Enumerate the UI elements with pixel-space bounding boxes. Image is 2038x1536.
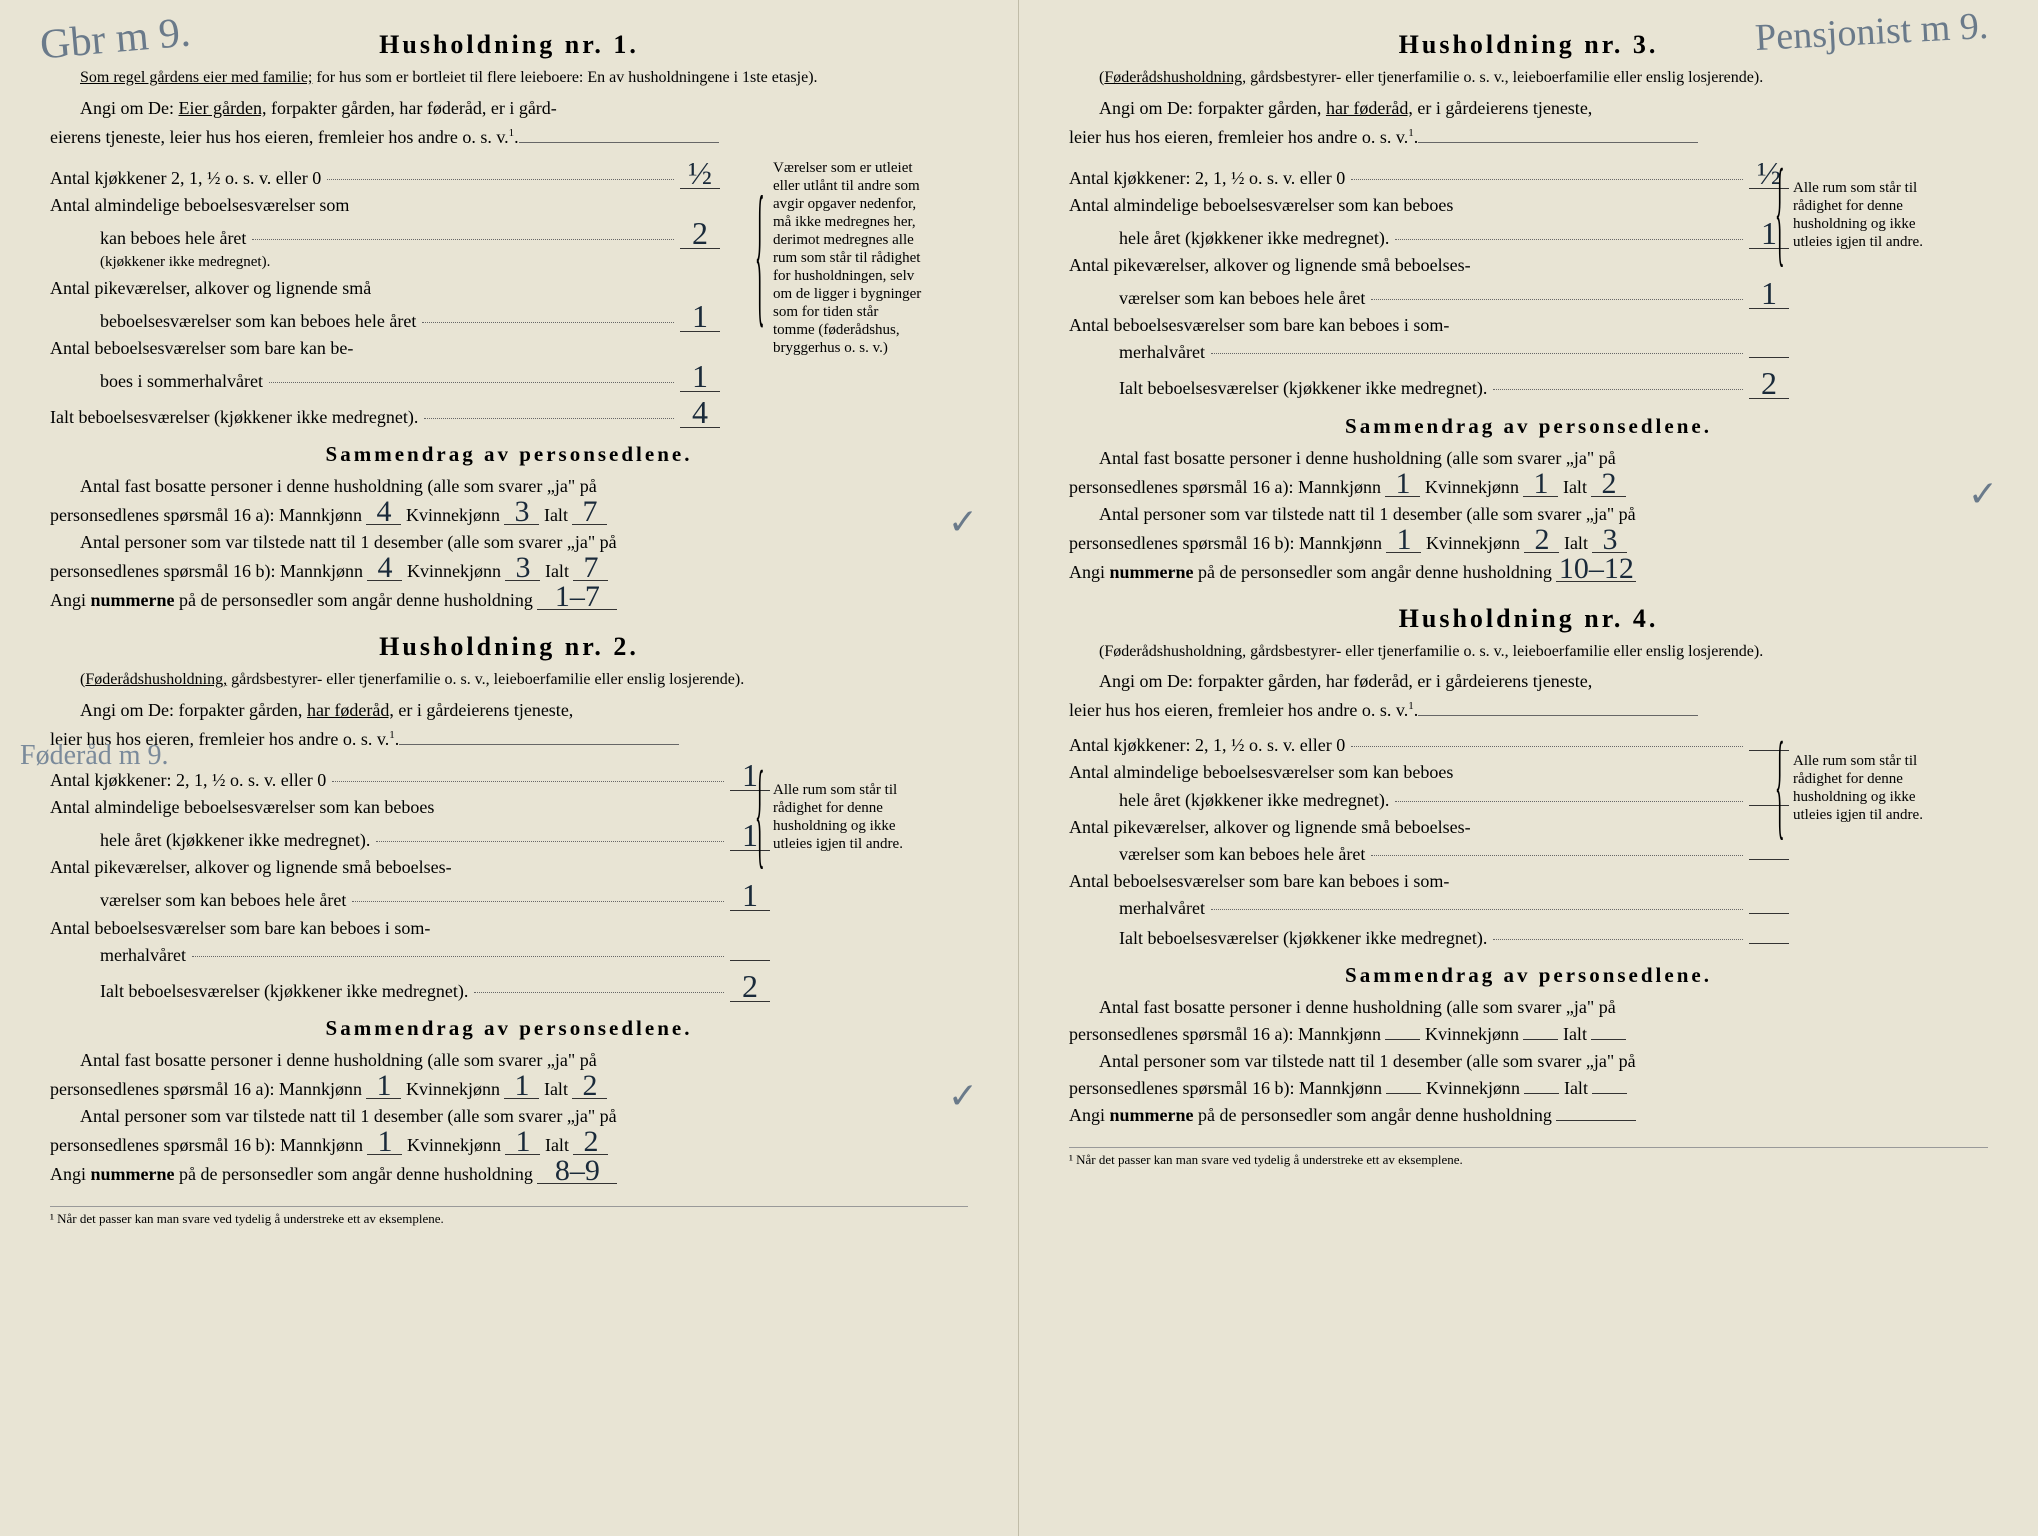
h2-s2a: Antal personer som var tilstede natt til… xyxy=(50,1103,968,1130)
h1-sidenote: { Værelser som er utleiet eller utlånt t… xyxy=(773,159,923,357)
h1-s2b: personsedlenes spørsmål 16 b): Mannkjønn… xyxy=(50,556,968,585)
h1-rows: Antal kjøkkener 2, 1, ½ o. s. v. eller 0… xyxy=(50,159,720,431)
household-4: Husholdning nr. 4. (Føderådshusholdning,… xyxy=(1069,604,1988,1130)
h3-s2b: personsedlenes spørsmål 16 b): Mannkjønn… xyxy=(1069,528,1988,557)
h4-summary-title: Sammendrag av personsedlene. xyxy=(1069,963,1988,988)
h1-s2a: Antal personer som var tilstede natt til… xyxy=(50,529,968,556)
h2-s2b: personsedlenes spørsmål 16 b): Mannkjønn… xyxy=(50,1130,968,1159)
household-3: Husholdning nr. 3. (Føderådshusholdning,… xyxy=(1069,30,1988,586)
h1-angi: Angi om De: Eier gården, forpakter gårde… xyxy=(50,95,968,122)
h3-angi2: leier hus hos eieren, fremleier hos andr… xyxy=(1069,124,1988,151)
h4-angi2: leier hus hos eieren, fremleier hos andr… xyxy=(1069,697,1988,724)
h1-s3: Angi nummerne på de personsedler som ang… xyxy=(50,585,968,614)
h2-title: Husholdning nr. 2. xyxy=(50,632,968,662)
h3-s1a: Antal fast bosatte personer i denne hush… xyxy=(1069,445,1988,472)
h2-angi1: Angi om De: forpakter gården, har føderå… xyxy=(50,697,968,724)
h2-s1a: Antal fast bosatte personer i denne hush… xyxy=(50,1047,968,1074)
h2-s1b: personsedlenes spørsmål 16 a): Mannkjønn… xyxy=(50,1074,968,1103)
h3-s1b: personsedlenes spørsmål 16 a): Mannkjønn… xyxy=(1069,472,1988,501)
left-page: Gbr m 9. Husholdning nr. 1. Som regel gå… xyxy=(0,0,1019,1536)
h2-angi2: leier hus hos eieren, fremleier hos andr… xyxy=(50,726,968,753)
h1-s1a: Antal fast bosatte personer i denne hush… xyxy=(50,473,968,500)
h4-s1a: Antal fast bosatte personer i denne hush… xyxy=(1069,994,1988,1021)
h2-summary-title: Sammendrag av personsedlene. xyxy=(50,1016,968,1041)
right-page: Pensjonist m 9. Husholdning nr. 3. (Føde… xyxy=(1019,0,2038,1536)
h3-sidenote: { Alle rum som står til rådighet for den… xyxy=(1793,179,1943,251)
h1-s1b: personsedlenes spørsmål 16 a): Mannkjønn… xyxy=(50,500,968,529)
h3-rows: Antal kjøkkener: 2, 1, ½ o. s. v. eller … xyxy=(1069,159,1789,402)
h3-angi1: Angi om De: forpakter gården, har føderå… xyxy=(1069,95,1988,122)
h2-s3: Angi nummerne på de personsedler som ang… xyxy=(50,1159,968,1188)
h4-title: Husholdning nr. 4. xyxy=(1069,604,1988,634)
h3-summary-title: Sammendrag av personsedlene. xyxy=(1069,414,1988,439)
household-1: Husholdning nr. 1. Som regel gårdens eie… xyxy=(50,30,968,614)
h3-s2a: Antal personer som var tilstede natt til… xyxy=(1069,501,1988,528)
h4-s2a: Antal personer som var tilstede natt til… xyxy=(1069,1048,1988,1075)
h1-angi2: eierens tjeneste, leier hus hos eieren, … xyxy=(50,124,968,151)
household-2: Husholdning nr. 2. (Føderådshusholdning,… xyxy=(50,632,968,1188)
h3-s3: Angi nummerne på de personsedler som ang… xyxy=(1069,557,1988,586)
h1-summary-title: Sammendrag av personsedlene. xyxy=(50,442,968,467)
h4-angi1: Angi om De: forpakter gården, har føderå… xyxy=(1069,668,1988,695)
h1-sub: Som regel gårdens eier med familie; for … xyxy=(50,68,968,89)
h3-sub: (Føderådshusholdning, gårdsbestyrer- ell… xyxy=(1069,68,1988,89)
h4-s3: Angi nummerne på de personsedler som ang… xyxy=(1069,1102,1988,1129)
h2-sub: (Føderådshusholdning, gårdsbestyrer- ell… xyxy=(50,670,968,691)
h2-rows: Antal kjøkkener: 2, 1, ½ o. s. v. eller … xyxy=(50,761,770,1004)
right-footnote: ¹ Når det passer kan man svare ved tydel… xyxy=(1069,1147,1988,1168)
h4-s1b: personsedlenes spørsmål 16 a): Mannkjønn… xyxy=(1069,1021,1988,1048)
h2-sidenote: { Alle rum som står til rådighet for den… xyxy=(773,781,923,853)
left-footnote: ¹ Når det passer kan man svare ved tydel… xyxy=(50,1206,968,1227)
h4-sidenote: { Alle rum som står til rådighet for den… xyxy=(1793,752,1943,824)
h4-s2b: personsedlenes spørsmål 16 b): Mannkjønn… xyxy=(1069,1075,1988,1102)
h4-sub: (Føderådshusholdning, gårdsbestyrer- ell… xyxy=(1069,642,1988,663)
h4-rows: Antal kjøkkener: 2, 1, ½ o. s. v. eller … xyxy=(1069,732,1789,951)
